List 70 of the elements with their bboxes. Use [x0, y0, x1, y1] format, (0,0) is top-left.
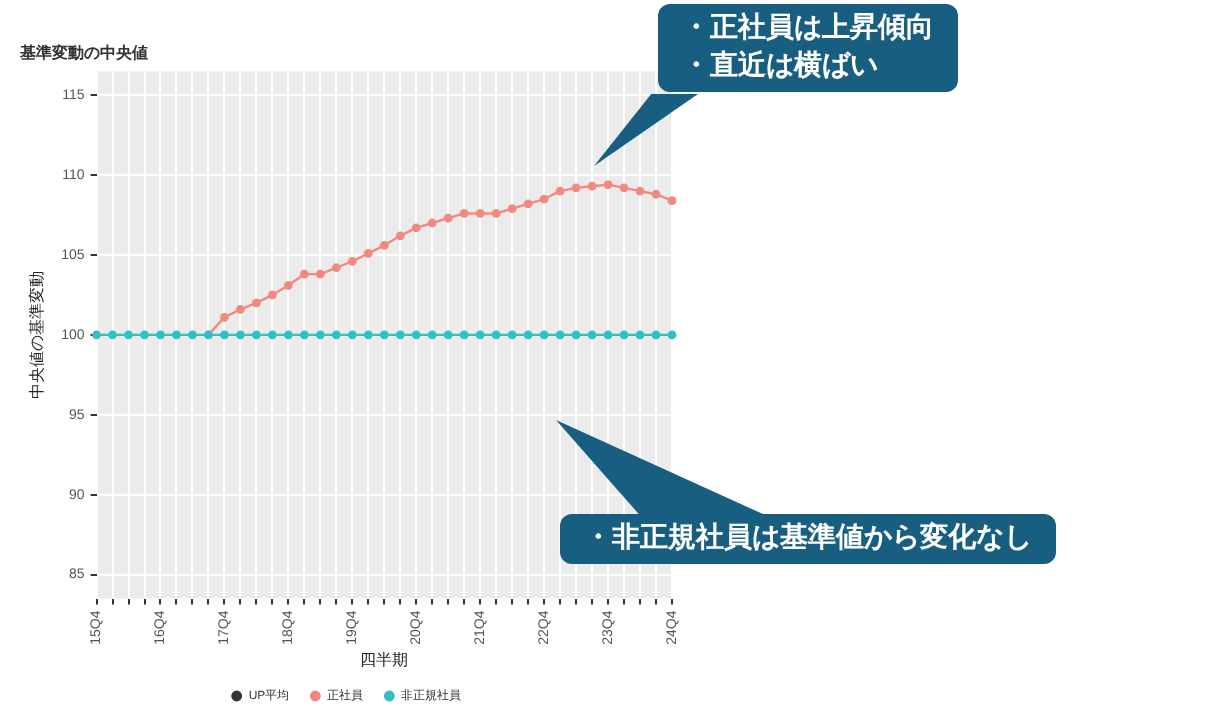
x-axis-title: 四半期	[360, 650, 409, 669]
point	[347, 256, 357, 266]
point	[395, 231, 405, 241]
point	[347, 330, 357, 340]
point	[507, 204, 517, 214]
point	[299, 330, 309, 340]
point	[603, 180, 613, 190]
point	[475, 209, 485, 218]
point	[459, 209, 469, 218]
point	[315, 269, 325, 279]
point	[651, 189, 661, 199]
y-axis-title: 中央値の基準変動	[28, 270, 47, 399]
text: ・正社員は上昇傾向	[682, 10, 934, 48]
point	[651, 330, 661, 340]
text: ・直近は横ばい	[682, 48, 880, 86]
point	[491, 209, 501, 218]
point	[172, 330, 181, 340]
point	[188, 330, 197, 340]
point	[571, 330, 581, 340]
annotation: ・非正規社員は基準値から変化なし	[560, 514, 1056, 564]
point	[267, 290, 277, 300]
point	[587, 181, 597, 191]
point	[587, 330, 597, 340]
point	[140, 330, 149, 340]
point	[331, 263, 341, 273]
point	[635, 330, 645, 340]
point	[220, 312, 229, 322]
point	[523, 330, 533, 340]
point	[459, 330, 469, 340]
point	[299, 269, 309, 279]
point	[236, 304, 245, 314]
point	[156, 330, 165, 340]
point	[635, 186, 645, 196]
point	[395, 330, 405, 340]
point	[571, 183, 581, 193]
point	[124, 330, 133, 340]
point	[411, 223, 421, 233]
point	[443, 213, 453, 223]
point	[491, 330, 501, 340]
chart-title: 基準変動の中央値	[18, 42, 148, 63]
point	[411, 330, 421, 340]
point	[236, 330, 245, 340]
point	[252, 298, 261, 308]
point	[427, 218, 437, 228]
point	[363, 248, 373, 258]
point	[475, 330, 485, 340]
point	[283, 280, 293, 290]
point	[619, 183, 629, 193]
point	[603, 330, 613, 340]
point	[523, 199, 533, 209]
point	[539, 330, 549, 340]
point	[315, 330, 325, 340]
point	[363, 330, 373, 340]
point	[539, 194, 549, 204]
point	[379, 240, 389, 250]
point	[507, 330, 517, 340]
point	[379, 330, 389, 340]
point	[108, 330, 117, 340]
point	[667, 330, 677, 340]
point	[427, 330, 437, 340]
point	[667, 196, 677, 206]
point	[555, 330, 565, 340]
point	[555, 186, 565, 196]
point	[619, 330, 629, 340]
point	[252, 330, 261, 340]
point	[283, 330, 293, 340]
point	[331, 330, 341, 340]
point	[443, 330, 453, 340]
point	[267, 330, 277, 340]
point	[220, 330, 229, 340]
